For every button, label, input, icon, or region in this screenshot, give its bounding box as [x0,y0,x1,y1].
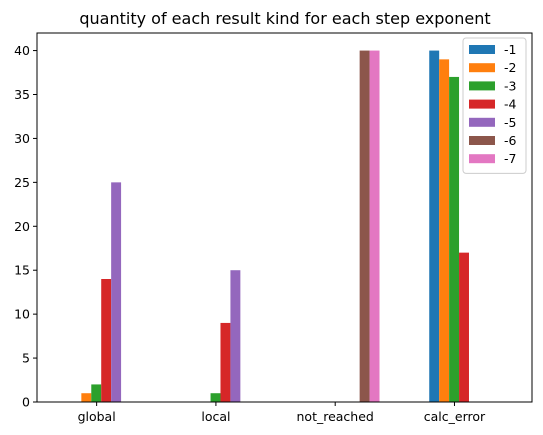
y-tick-label: 10 [14,307,30,322]
legend-swatch--3 [469,81,495,91]
x-tick-label-local: local [201,409,230,424]
bar-calc_error-series--3 [449,76,460,402]
y-tick-label: 5 [22,351,30,366]
legend-swatch--2 [469,63,495,73]
legend-swatch--1 [469,45,495,54]
bar-global-series--4 [101,279,112,402]
bar-global-series--2 [81,393,92,402]
legend-swatch--7 [469,154,495,164]
legend-label--1: -1 [504,42,516,57]
y-tick-label: 20 [14,219,30,234]
bar-local-series--4 [220,322,231,402]
x-tick-label-global: global [78,409,116,424]
legend-label--7: -7 [504,151,516,166]
x-axis: global local not_reached calc_error [78,402,486,424]
legend-label--4: -4 [504,97,517,112]
bar-calc_error-series--4 [459,252,469,402]
y-tick-label: 15 [14,263,30,278]
bar-global-series--5 [111,182,122,402]
x-tick-label-calc_error: calc_error [424,409,486,424]
bar-local-series--3 [210,393,221,402]
chart-title: quantity of each result kind for each st… [79,9,490,28]
y-tick-label: 40 [14,43,30,58]
y-tick-label: 35 [14,87,30,102]
bar-calc_error-series--2 [439,59,450,402]
y-tick-label: 30 [14,131,30,146]
legend-swatch--4 [469,99,495,109]
bar-not_reached-series--6 [359,50,370,402]
legend-swatch--5 [469,117,495,127]
legend: -1 -2 -3 -4 -5 -6 -7 [462,37,527,174]
legend-label--2: -2 [504,60,516,75]
legend-label--5: -5 [504,115,516,130]
bars-group [81,50,469,402]
legend-swatch--6 [469,136,495,145]
y-tick-label: 25 [14,175,30,190]
bar-not_reached-series--7 [369,50,380,402]
bar-global-series--3 [91,384,102,402]
bar-local-series--5 [230,270,241,402]
legend-label--6: -6 [504,133,517,148]
x-tick-label-not_reached: not_reached [297,409,374,424]
legend-label--3: -3 [504,78,516,93]
plot-frame [36,32,533,403]
y-tick-label: 0 [22,395,30,410]
bar-calc_error-series--1 [429,50,440,402]
y-axis: 0 5 10 15 20 25 30 35 40 [14,43,37,410]
